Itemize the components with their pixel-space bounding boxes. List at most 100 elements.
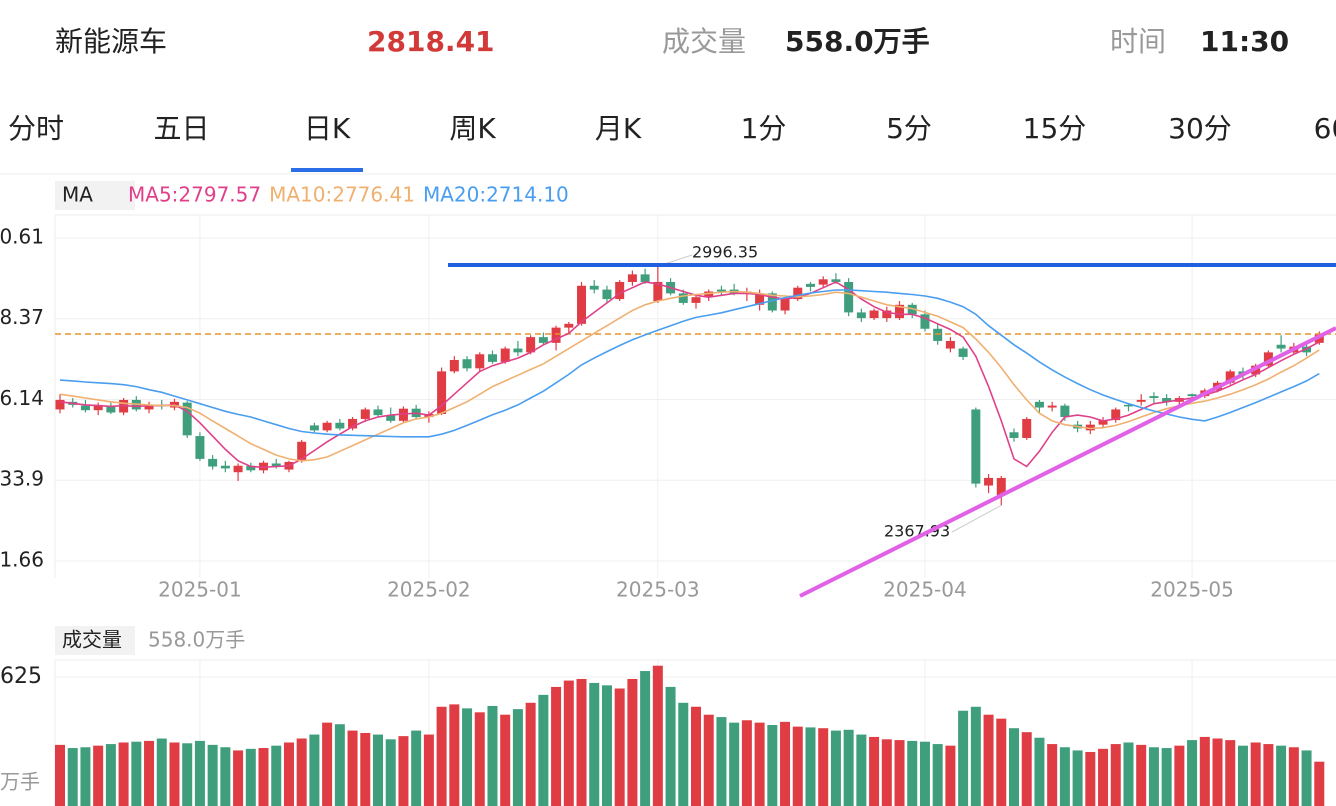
candle-body (933, 328, 943, 341)
volume-bar (691, 706, 701, 806)
volume-bar (1047, 744, 1058, 806)
time: 11:30 (1200, 25, 1289, 58)
tab[interactable]: 5分 (886, 112, 932, 145)
volume-bar (1301, 750, 1312, 806)
candle-body (793, 287, 803, 300)
volume-bar (1123, 742, 1134, 806)
candle-body (780, 299, 790, 311)
candle-body (704, 291, 714, 298)
candle-body (246, 465, 256, 471)
candle-body (1047, 405, 1057, 408)
candle-body (895, 304, 905, 319)
volume-bar (563, 680, 574, 806)
volume-bar (614, 688, 625, 806)
tab-underline (291, 168, 363, 172)
volume-bar (919, 741, 930, 806)
tab[interactable]: 1分 (741, 112, 787, 145)
candle-body (1111, 409, 1121, 421)
tab[interactable]: 60分 (1314, 112, 1336, 145)
volume-bar (131, 741, 142, 806)
volume-bar (627, 678, 638, 806)
candle-body (373, 409, 383, 416)
candle-body (1060, 405, 1070, 418)
candle-body (1009, 432, 1019, 438)
volume-bar (741, 720, 752, 806)
candle-body (80, 405, 90, 411)
volume-bar (830, 730, 841, 806)
volume-bar (1276, 745, 1287, 806)
candle-body (856, 312, 866, 319)
volume-bar (678, 702, 689, 806)
volume-bar (474, 712, 485, 806)
volume-bar (1174, 745, 1185, 806)
volume-bar (194, 740, 205, 806)
x-tick-label: 2025-01 (158, 578, 242, 602)
tab[interactable]: 五日 (153, 112, 209, 145)
volume-bar (360, 732, 371, 806)
volume-bar (1021, 732, 1032, 806)
volume-bar (258, 748, 269, 806)
annotation-leader (951, 504, 1002, 533)
tab[interactable]: 日K (304, 112, 351, 145)
volume-bar (1136, 744, 1147, 806)
candle-body (958, 348, 968, 357)
volume-bar (385, 739, 396, 806)
volume-bar (703, 714, 714, 806)
y-tick-label: 2646.14 (0, 386, 44, 410)
volume-bar (907, 740, 918, 806)
indicator-box (55, 181, 135, 210)
candle-body (335, 422, 345, 429)
min-label: 2367.93 (884, 522, 950, 541)
candle-body (755, 293, 765, 305)
tab[interactable]: 15分 (1023, 112, 1087, 145)
volume-bar (1225, 740, 1236, 806)
volume-bar (525, 702, 536, 806)
candle-body (678, 293, 688, 303)
candle-body (386, 415, 396, 421)
volume-bar (538, 694, 549, 806)
drawn-trendline (799, 326, 1336, 598)
volume-bar (322, 722, 333, 806)
candle-body (882, 310, 892, 319)
volume-bar (1237, 745, 1248, 806)
candle-body (1162, 398, 1172, 402)
volume-bar (436, 706, 447, 806)
volume-bar (1187, 740, 1198, 806)
volume-bar (334, 724, 345, 806)
candle-body (627, 274, 637, 282)
legend-entry: MA5:2797.57 (128, 183, 261, 207)
candle-body (449, 359, 459, 372)
y-tick-label: 2858.37 (0, 305, 44, 329)
time-label: 时间 (1110, 25, 1166, 58)
volume-bar (1034, 737, 1045, 806)
tab[interactable]: 分时 (8, 112, 64, 145)
candle-body (437, 371, 447, 415)
candle-body (538, 337, 548, 343)
tab[interactable]: 30分 (1168, 112, 1232, 145)
candle-body (271, 463, 281, 467)
volume-bar (93, 745, 104, 806)
candle-body (615, 281, 625, 300)
volume-bar (118, 742, 129, 806)
volume-bar (1085, 752, 1096, 806)
candle-body (309, 425, 319, 431)
volume-bar (1110, 744, 1121, 806)
tab[interactable]: 周K (449, 112, 496, 145)
volume: 558.0万手 (785, 25, 930, 58)
y-tick-label: 3070.61 (0, 224, 44, 248)
candle-body (1263, 352, 1273, 366)
volume-bar (144, 740, 155, 806)
candle-body (208, 458, 218, 467)
candle-body (653, 281, 663, 301)
volume-bar (207, 744, 218, 806)
volume-bar (500, 714, 511, 806)
plot: 3070.61 2858.37 2646.14 2433.9 2221.66 1625 20… (0, 215, 1336, 806)
tab[interactable]: 月K (595, 112, 642, 145)
volume-bar (398, 736, 409, 806)
candle-body (984, 477, 994, 486)
volume-bar (767, 725, 778, 806)
candle-body (577, 285, 587, 324)
candle-body (144, 404, 154, 410)
volume-bar (894, 740, 905, 806)
